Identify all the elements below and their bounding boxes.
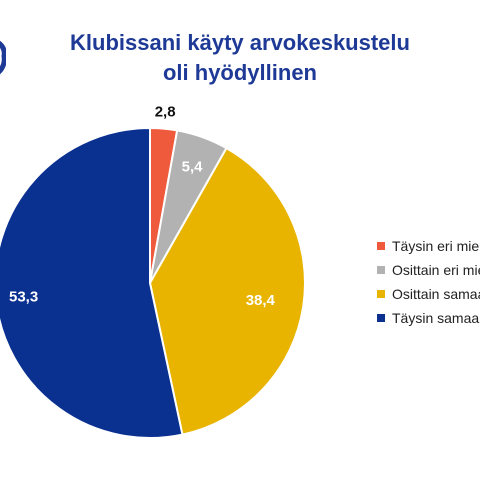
legend-swatch <box>377 242 385 250</box>
logo-icon <box>0 40 6 75</box>
legend-item-osittain-samaa-mielta: Osittain samaa mieltä <box>377 284 480 304</box>
legend-label: Osittain eri mieltä <box>392 262 480 278</box>
legend-item-taysin-samaa-mielta: Täysin samaa mieltä <box>377 308 480 328</box>
legend-label: Täysin samaa mieltä <box>392 310 480 326</box>
data-label-taysin-eri-mielta: 2,8 <box>155 104 176 121</box>
data-label-osittain-samaa-mielta: 38,4 <box>246 292 276 309</box>
pie-slice-osittain-samaa-mielta <box>148 146 306 436</box>
legend-label: Täysin eri mieltä <box>392 238 480 254</box>
pie-slice-taysin-samaa-mielta <box>0 126 184 439</box>
legend-swatch <box>377 290 385 298</box>
legend-swatch <box>377 314 385 322</box>
legend-label: Osittain samaa mieltä <box>392 286 480 302</box>
legend-item-taysin-eri-mielta: Täysin eri mieltä <box>377 236 480 256</box>
data-label-osittain-eri-mielta: 5,4 <box>182 158 204 175</box>
legend-item-osittain-eri-mielta: Osittain eri mieltä <box>377 260 480 280</box>
chart-title: Klubissani käyty arvokeskustelu oli hyöd… <box>0 28 480 88</box>
chart-title-line-1: Klubissani käyty arvokeskustelu <box>70 30 410 55</box>
data-label-taysin-samaa-mielta: 53,3 <box>9 288 38 305</box>
chart-title-line-2: oli hyödyllinen <box>162 60 317 85</box>
legend: Täysin eri mieltä Osittain eri mieltä Osit… <box>377 236 480 332</box>
legend-swatch <box>377 266 385 274</box>
